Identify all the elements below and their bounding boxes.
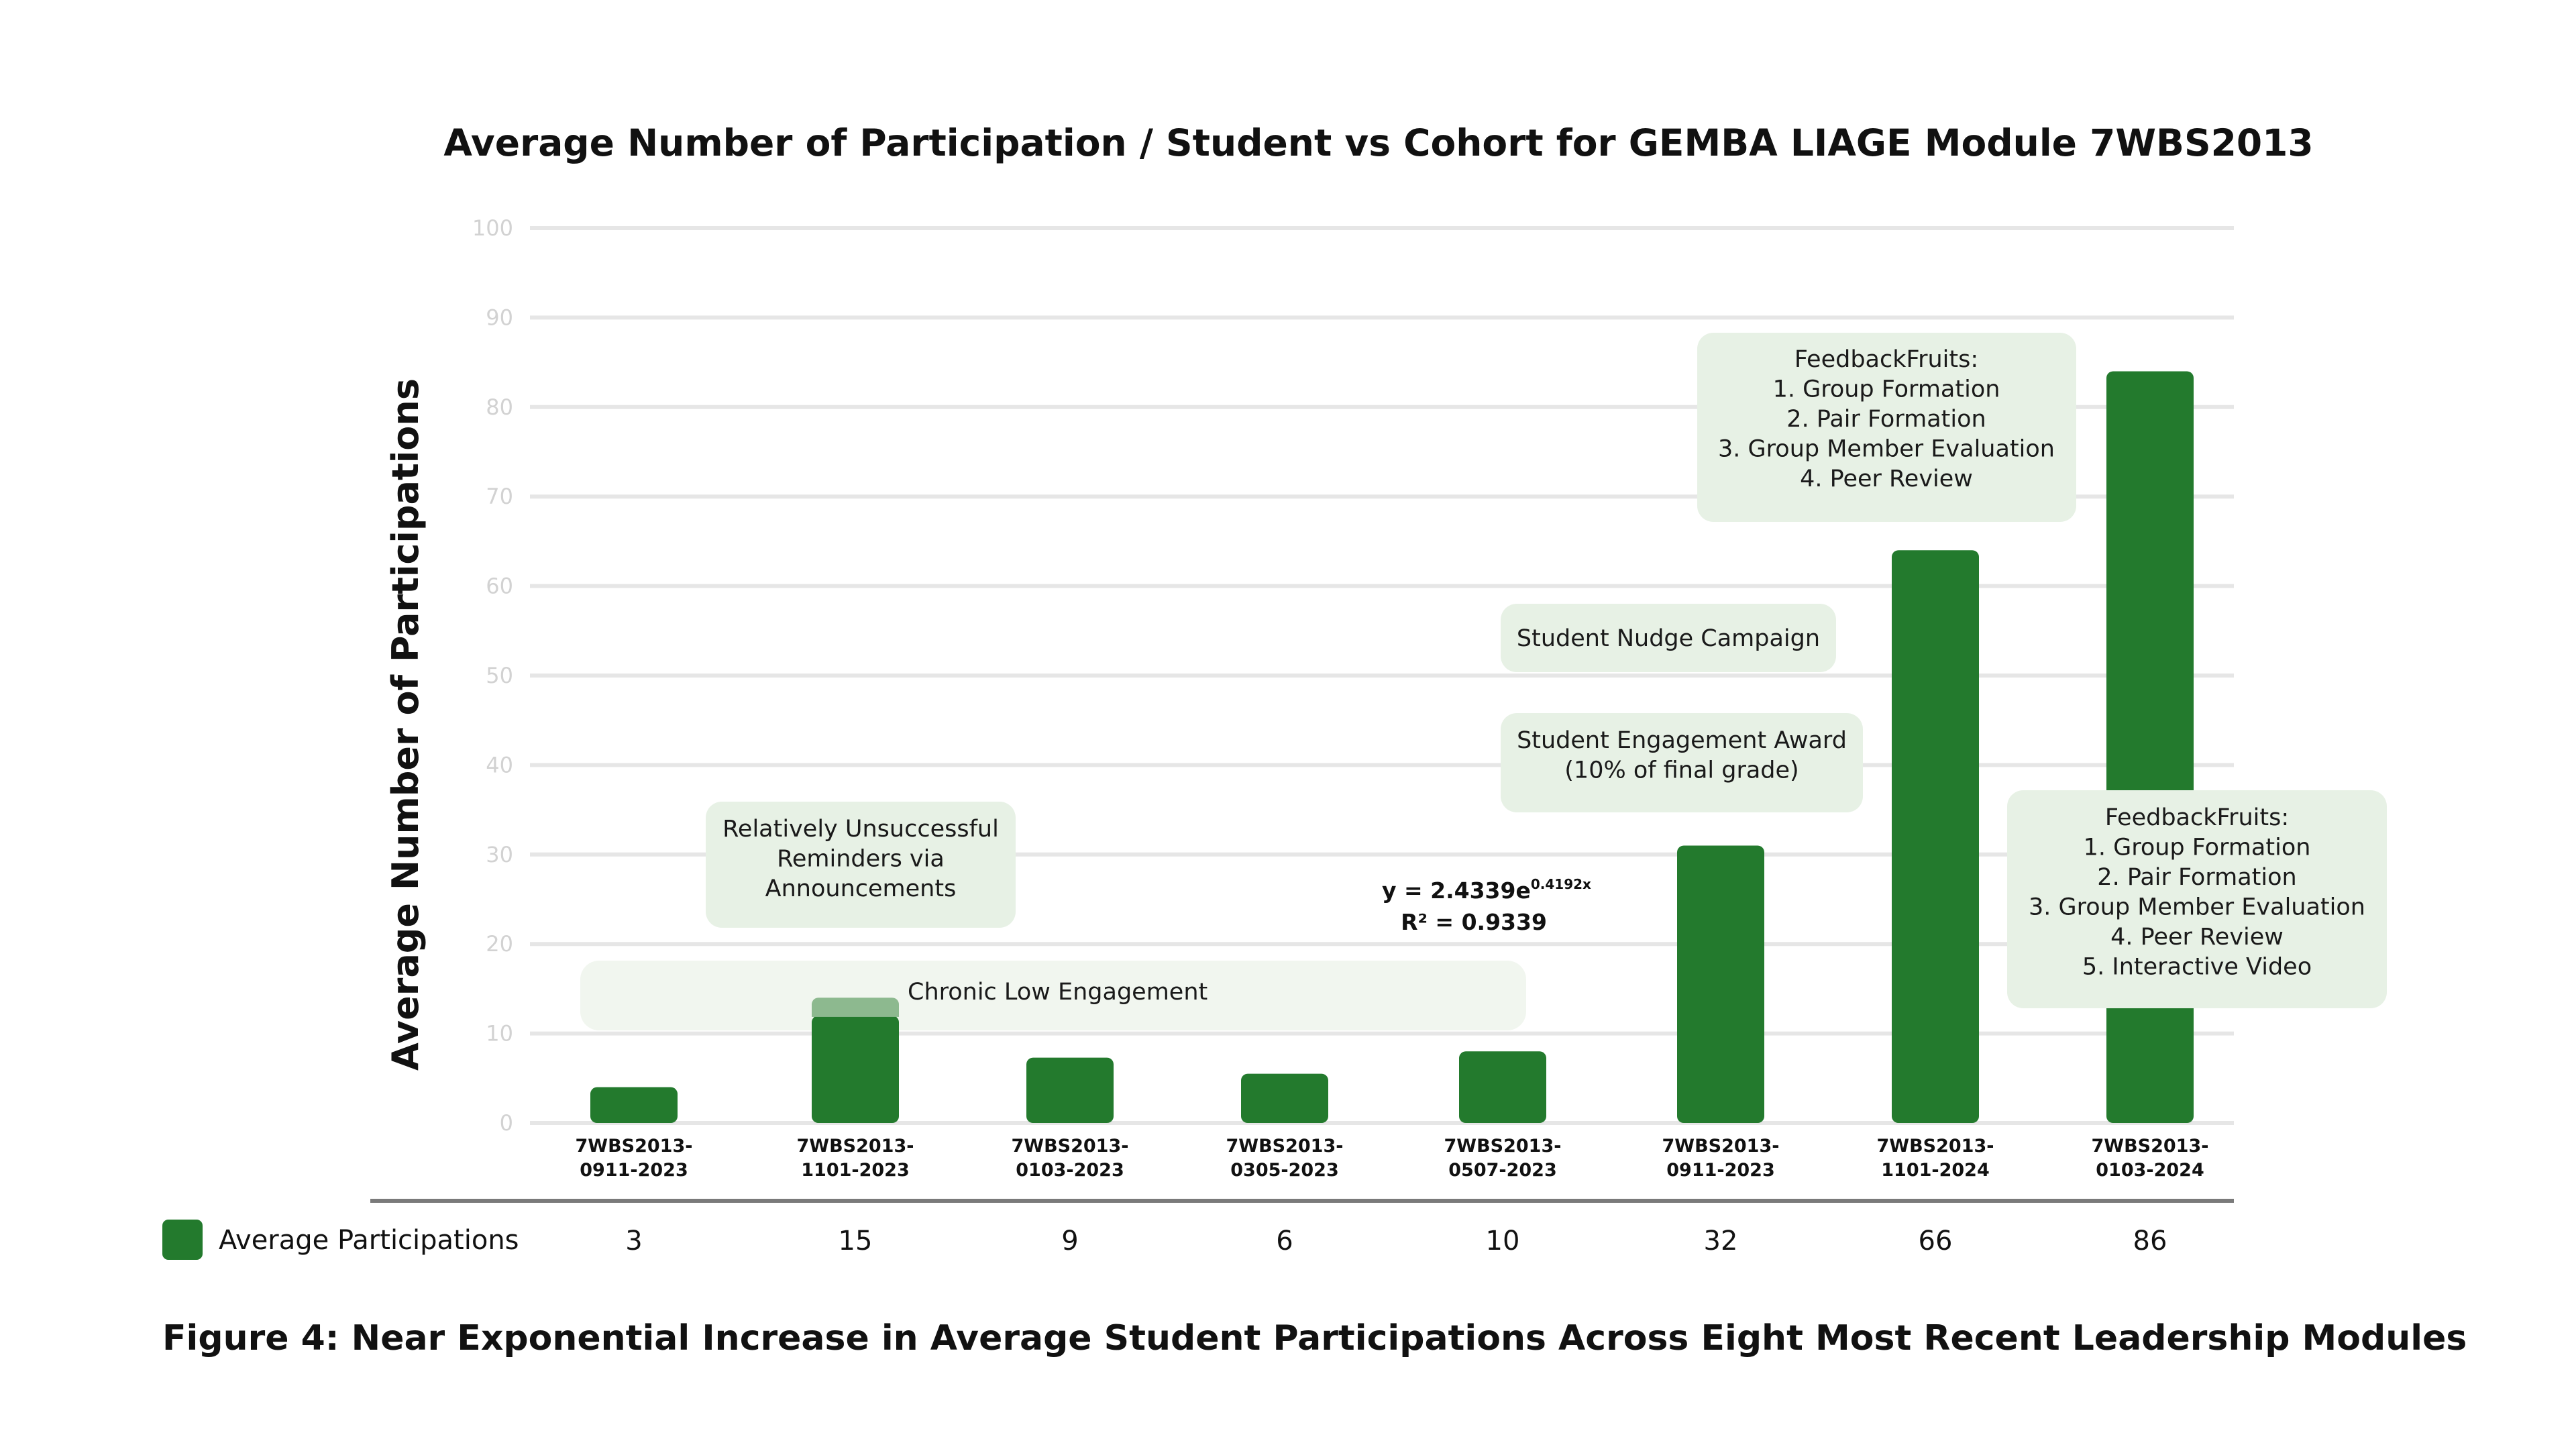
student-nudge-campaign-annotation: Student Nudge Campaign bbox=[1501, 604, 1836, 672]
x-tick-label: 1101-2023 bbox=[801, 1160, 910, 1181]
figure-caption: Figure 4: Near Exponential Increase in A… bbox=[162, 1318, 2467, 1358]
x-tick-label: 7WBS2013- bbox=[2092, 1136, 2209, 1157]
unsuccessful-reminders-annotation-line: Relatively Unsuccessful bbox=[722, 816, 999, 843]
x-tick-label: 0103-2023 bbox=[1016, 1160, 1124, 1181]
student-nudge-campaign-annotation-line: Student Nudge Campaign bbox=[1517, 625, 1820, 652]
bar bbox=[590, 1087, 678, 1123]
y-tick-label: 30 bbox=[486, 842, 513, 867]
student-engagement-award-annotation-line: Student Engagement Award bbox=[1517, 727, 1847, 754]
chronic-low-engagement-annotation: Chronic Low Engagement bbox=[908, 979, 1208, 1006]
y-tick-label: 60 bbox=[486, 574, 513, 599]
y-tick-label: 90 bbox=[486, 305, 513, 330]
x-tick-label: 7WBS2013- bbox=[1226, 1136, 1344, 1157]
bar-highlight-extension-base bbox=[812, 1007, 899, 1017]
trendline-equation-exponent: 0.4192x bbox=[1531, 876, 1591, 892]
feedbackfruits-1-annotation-line: 3. Group Member Evaluation bbox=[1718, 436, 2055, 463]
x-tick-label: 7WBS2013- bbox=[576, 1136, 693, 1157]
student-engagement-award-annotation: Student Engagement Award (10% of final gr… bbox=[1501, 713, 1863, 812]
chart-title: Average Number of Participation / Studen… bbox=[443, 121, 2313, 164]
y-tick-label: 80 bbox=[486, 394, 513, 420]
x-tick-label: 7WBS2013- bbox=[797, 1136, 914, 1157]
feedbackfruits-2-annotation-line: 5. Interactive Video bbox=[2082, 954, 2312, 981]
feedbackfruits-2-annotation-box bbox=[2007, 790, 2387, 1008]
annotations: Relatively Unsuccessful Reminders viaAnno… bbox=[706, 333, 2387, 1008]
chronic-low-engagement-annotation-line: Chronic Low Engagement bbox=[908, 979, 1208, 1006]
x-tick-label: 0507-2023 bbox=[1448, 1160, 1557, 1181]
bar bbox=[1892, 550, 1979, 1123]
data-table-value: 3 bbox=[625, 1226, 642, 1256]
unsuccessful-reminders-annotation-line: Announcements bbox=[765, 875, 957, 902]
x-tick-label: 7WBS2013- bbox=[1877, 1136, 1994, 1157]
student-engagement-award-annotation-box bbox=[1501, 713, 1863, 812]
feedbackfruits-1-annotation-line: 1. Group Formation bbox=[1773, 376, 2000, 403]
x-tick-label: 1101-2024 bbox=[1881, 1160, 1990, 1181]
feedbackfruits-2-annotation: FeedbackFruits: 1. Group Formation 2. Pair… bbox=[2007, 790, 2387, 1008]
feedbackfruits-2-annotation-line: 3. Group Member Evaluation bbox=[2029, 894, 2365, 921]
feedbackfruits-2-annotation-line: 1. Group Formation bbox=[2084, 835, 2311, 861]
bar bbox=[2106, 371, 2194, 1124]
student-engagement-award-annotation-line: (10% of final grade) bbox=[1564, 757, 1799, 784]
unsuccessful-reminders-annotation-box bbox=[706, 802, 1016, 928]
student-nudge-campaign-annotation-box bbox=[1501, 604, 1836, 672]
y-tick-label: 50 bbox=[486, 663, 513, 688]
data-table-value: 15 bbox=[839, 1226, 873, 1256]
x-tick-label: 7WBS2013- bbox=[1012, 1136, 1129, 1157]
y-axis-label: Average Number of Participations bbox=[384, 378, 427, 1071]
y-tick-label: 10 bbox=[486, 1021, 513, 1046]
data-table-value: 10 bbox=[1486, 1226, 1520, 1256]
x-axis-ticks: 7WBS2013- 0911-2023 7WBS2013- 1101-2023 7WBS… bbox=[576, 1136, 2209, 1181]
y-tick-label: 20 bbox=[486, 931, 513, 957]
legend-label: Average Participations bbox=[219, 1225, 519, 1256]
y-tick-label: 100 bbox=[472, 215, 513, 241]
legend: Average Participations bbox=[162, 1220, 519, 1260]
feedbackfruits-1-annotation-box bbox=[1697, 333, 2076, 522]
x-tick-label: 7WBS2013- bbox=[1444, 1136, 1562, 1157]
feedbackfruits-2-annotation-line: 4. Peer Review bbox=[2110, 924, 2284, 951]
legend-swatch bbox=[162, 1220, 203, 1260]
feedbackfruits-2-annotation-line: 2. Pair Formation bbox=[2097, 864, 2296, 891]
gridlines bbox=[530, 226, 2234, 1125]
data-table-value: 66 bbox=[1919, 1226, 1953, 1256]
data-table-value: 86 bbox=[2133, 1226, 2167, 1256]
bar bbox=[812, 1015, 899, 1123]
bar bbox=[1026, 1057, 1114, 1123]
data-table-value: 6 bbox=[1276, 1226, 1293, 1256]
y-tick-label: 40 bbox=[486, 752, 513, 777]
x-tick-label: 0911-2023 bbox=[1666, 1160, 1775, 1181]
bar bbox=[1677, 845, 1764, 1123]
feedbackfruits-2-annotation-line: FeedbackFruits: bbox=[2105, 804, 2289, 831]
x-tick-label: 0911-2023 bbox=[580, 1160, 688, 1181]
bar bbox=[1459, 1051, 1546, 1123]
unsuccessful-reminders-annotation-line: Reminders via bbox=[777, 846, 945, 873]
unsuccessful-reminders-annotation: Relatively Unsuccessful Reminders viaAnno… bbox=[706, 802, 1016, 928]
y-tick-label: 0 bbox=[500, 1110, 513, 1136]
feedbackfruits-1-annotation-line: 4. Peer Review bbox=[1800, 466, 1973, 492]
trendline-r-squared: R² = 0.9339 bbox=[1401, 909, 1547, 935]
feedbackfruits-1-annotation-line: 2. Pair Formation bbox=[1786, 406, 1986, 433]
feedbackfruits-1-annotation-line: FeedbackFruits: bbox=[1794, 346, 1978, 373]
x-tick-label: 0103-2024 bbox=[2096, 1160, 2204, 1181]
feedbackfruits-1-annotation: FeedbackFruits: 1. Group Formation 2. Pair… bbox=[1697, 333, 2076, 522]
data-table-value: 9 bbox=[1061, 1226, 1078, 1256]
bar bbox=[1241, 1073, 1328, 1123]
y-tick-label: 70 bbox=[486, 484, 513, 509]
x-tick-label: 7WBS2013- bbox=[1662, 1136, 1780, 1157]
data-table-values: 3 15 9 6 10 32 66 86 bbox=[625, 1226, 2167, 1256]
y-axis-ticks: 0 10 20 30 40 50 60 70 80 90 100 bbox=[472, 215, 513, 1136]
data-table-value: 32 bbox=[1704, 1226, 1738, 1256]
x-tick-label: 0305-2023 bbox=[1230, 1160, 1339, 1181]
